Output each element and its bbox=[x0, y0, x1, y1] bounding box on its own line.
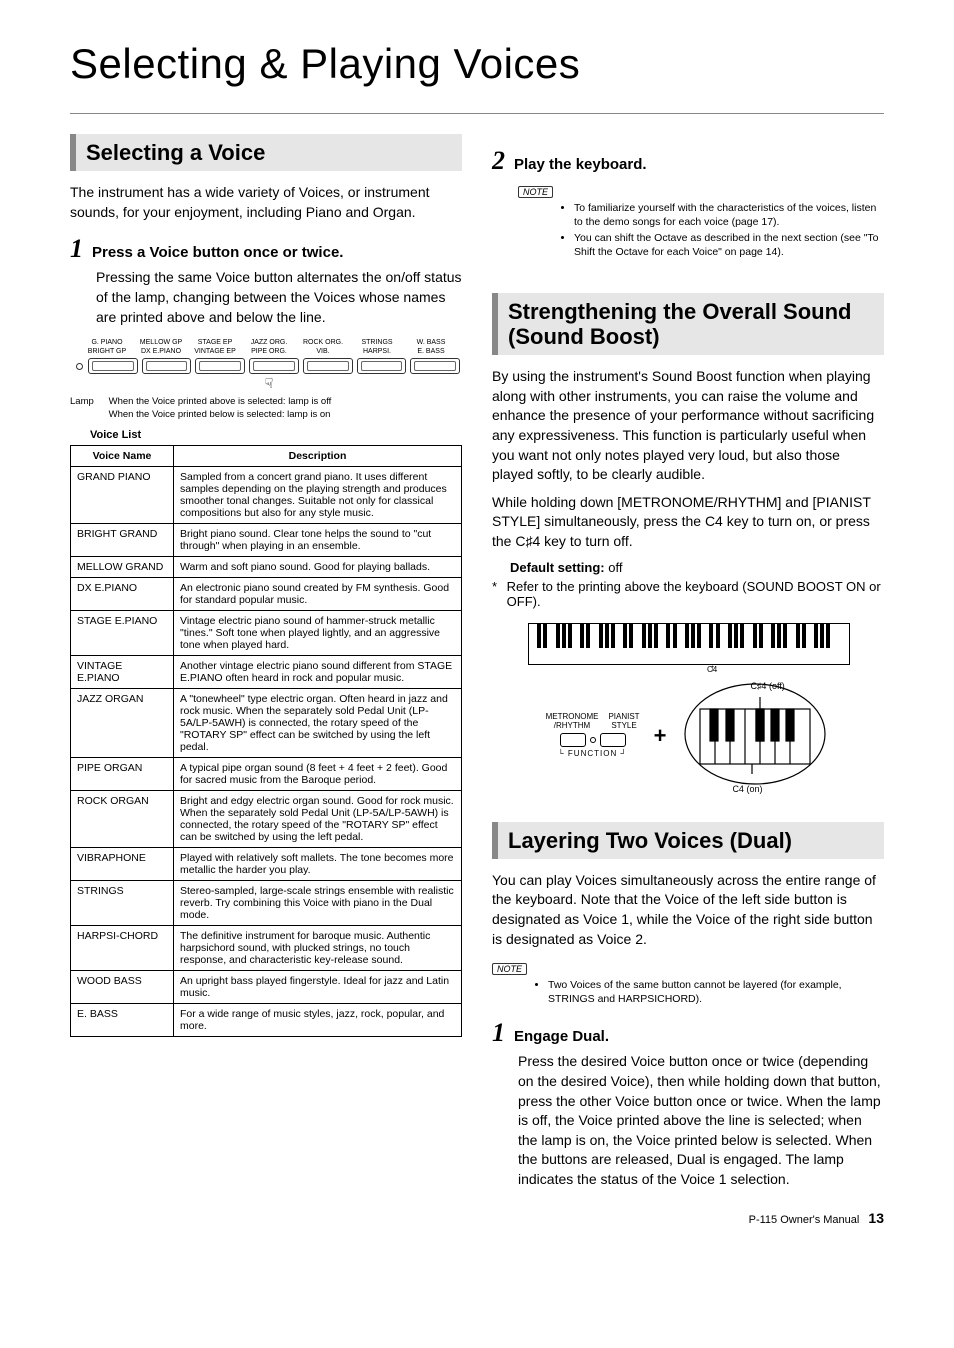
note-tag: NOTE bbox=[518, 186, 553, 198]
voice-name-cell: VIBRAPHONE bbox=[71, 847, 174, 880]
sb-body-1: By using the instrument's Sound Boost fu… bbox=[492, 367, 884, 485]
step-3-body: Press the desired Voice button once or t… bbox=[518, 1052, 884, 1189]
table-row: STAGE E.PIANOVintage electric piano soun… bbox=[71, 610, 462, 655]
voice-desc-cell: An upright bass played fingerstyle. Idea… bbox=[174, 970, 462, 1003]
table-row: MELLOW GRANDWarm and soft piano sound. G… bbox=[71, 556, 462, 577]
table-row: GRAND PIANOSampled from a concert grand … bbox=[71, 466, 462, 523]
voice-button bbox=[88, 358, 138, 374]
voice-button bbox=[410, 358, 460, 374]
th-description: Description bbox=[174, 445, 462, 466]
table-row: BRIGHT GRANDBright piano sound. Clear to… bbox=[71, 523, 462, 556]
voice-desc-cell: Bright piano sound. Clear tone helps the… bbox=[174, 523, 462, 556]
voice-name-cell: STAGE E.PIANO bbox=[71, 610, 174, 655]
voice-name-cell: STRINGS bbox=[71, 880, 174, 925]
table-row: E. BASSFor a wide range of music styles,… bbox=[71, 1003, 462, 1036]
table-row: VINTAGE E.PIANOAnother vintage electric … bbox=[71, 655, 462, 688]
table-row: JAZZ ORGANA "tonewheel" type electric or… bbox=[71, 688, 462, 757]
page-title: Selecting & Playing Voices bbox=[70, 40, 884, 88]
step-number-1: 1 bbox=[70, 234, 92, 264]
voice-name-cell: DX E.PIANO bbox=[71, 577, 174, 610]
table-row: HARPSI-CHORDThe definitive instrument fo… bbox=[71, 925, 462, 970]
note-tag: NOTE bbox=[492, 963, 527, 975]
metronome-button bbox=[560, 733, 586, 747]
keyboard-detail: C♯4 (off) C4 (on) bbox=[680, 679, 830, 794]
voice-name-cell: PIPE ORGAN bbox=[71, 757, 174, 790]
th-voice-name: Voice Name bbox=[71, 445, 174, 466]
voice-name-cell: VINTAGE E.PIANO bbox=[71, 655, 174, 688]
title-divider bbox=[70, 113, 884, 114]
voice-desc-cell: For a wide range of music styles, jazz, … bbox=[174, 1003, 462, 1036]
voice-buttons-row bbox=[76, 358, 462, 374]
dual-body: You can play Voices simultaneously acros… bbox=[492, 871, 884, 949]
right-column: 2 Play the keyboard. NOTE To familiarize… bbox=[492, 134, 884, 1190]
table-row: STRINGSStereo-sampled, large-scale strin… bbox=[71, 880, 462, 925]
lamp-caption: Lamp When the Voice printed above is sel… bbox=[70, 396, 462, 421]
section-dual: Layering Two Voices (Dual) bbox=[492, 822, 884, 859]
voice-name-cell: WOOD BASS bbox=[71, 970, 174, 1003]
intro-text: The instrument has a wide variety of Voi… bbox=[70, 183, 462, 222]
voice-button bbox=[357, 358, 407, 374]
sb-body-2: While holding down [METRONOME/RHYTHM] an… bbox=[492, 493, 884, 552]
step-number-2: 2 bbox=[492, 146, 514, 176]
panel-labels-top: G. PIANO MELLOW GP STAGE EP JAZZ ORG. RO… bbox=[80, 339, 458, 346]
voice-button bbox=[249, 358, 299, 374]
voice-desc-cell: Bright and edgy electric organ sound. Go… bbox=[174, 790, 462, 847]
page-footer: P-115 Owner's Manual 13 bbox=[70, 1210, 884, 1226]
hand-cursor-icon: ☟ bbox=[76, 375, 462, 392]
voice-desc-cell: Warm and soft piano sound. Good for play… bbox=[174, 556, 462, 577]
table-row: PIPE ORGANA typical pipe organ sound (8 … bbox=[71, 757, 462, 790]
step-number-dual-1: 1 bbox=[492, 1018, 514, 1048]
step-2-title: Play the keyboard. bbox=[514, 156, 647, 173]
voice-button bbox=[142, 358, 192, 374]
table-row: WOOD BASSAn upright bass played fingerst… bbox=[71, 970, 462, 1003]
keyboard-mini: C4 ↑ bbox=[528, 623, 848, 665]
asterisk-note: * Refer to the printing above the keyboa… bbox=[492, 579, 884, 609]
voice-list-title: Voice List bbox=[90, 429, 462, 441]
voice-desc-cell: Stereo-sampled, large-scale strings ense… bbox=[174, 880, 462, 925]
voice-name-cell: JAZZ ORGAN bbox=[71, 688, 174, 757]
voice-desc-cell: Played with relatively soft mallets. The… bbox=[174, 847, 462, 880]
voice-desc-cell: Sampled from a concert grand piano. It u… bbox=[174, 466, 462, 523]
voice-desc-cell: A typical pipe organ sound (8 feet + 4 f… bbox=[174, 757, 462, 790]
voice-name-cell: GRAND PIANO bbox=[71, 466, 174, 523]
voice-name-cell: MELLOW GRAND bbox=[71, 556, 174, 577]
function-block: METRONOME /RHYTHM PIANIST STYLE └ FUN bbox=[546, 713, 640, 759]
plus-icon: + bbox=[654, 723, 667, 749]
voice-desc-cell: Another vintage electric piano sound dif… bbox=[174, 655, 462, 688]
lamp-icon bbox=[76, 363, 83, 370]
step-1-title: Press a Voice button once or twice. bbox=[92, 244, 343, 261]
table-row: DX E.PIANOAn electronic piano sound crea… bbox=[71, 577, 462, 610]
section-selecting-voice: Selecting a Voice bbox=[70, 134, 462, 171]
voice-desc-cell: The definitive instrument for baroque mu… bbox=[174, 925, 462, 970]
voice-name-cell: BRIGHT GRAND bbox=[71, 523, 174, 556]
voice-button bbox=[195, 358, 245, 374]
voice-desc-cell: Vintage electric piano sound of hammer-s… bbox=[174, 610, 462, 655]
voice-name-cell: ROCK ORGAN bbox=[71, 790, 174, 847]
note-list-1: To familiarize yourself with the charact… bbox=[522, 202, 884, 260]
step-1-body: Pressing the same Voice button alternate… bbox=[96, 268, 462, 327]
voice-desc-cell: A "tonewheel" type electric organ. Often… bbox=[174, 688, 462, 757]
panel-labels-bottom: BRIGHT GP DX E.PIANO VINTAGE EP PIPE ORG… bbox=[80, 348, 458, 355]
pianist-style-button bbox=[600, 733, 626, 747]
table-row: ROCK ORGANBright and edgy electric organ… bbox=[71, 790, 462, 847]
voice-name-cell: E. BASS bbox=[71, 1003, 174, 1036]
table-row: VIBRAPHONEPlayed with relatively soft ma… bbox=[71, 847, 462, 880]
lamp-icon bbox=[590, 737, 596, 743]
voice-button bbox=[303, 358, 353, 374]
note-list-2: Two Voices of the same button cannot be … bbox=[496, 979, 884, 1006]
voice-table: Voice Name Description GRAND PIANOSample… bbox=[70, 445, 462, 1037]
section-sound-boost: Strengthening the Overall Sound (Sound B… bbox=[492, 293, 884, 356]
voice-name-cell: HARPSI-CHORD bbox=[71, 925, 174, 970]
voice-panel: G. PIANO MELLOW GP STAGE EP JAZZ ORG. RO… bbox=[76, 339, 462, 392]
keyboard-detail-diagram: METRONOME /RHYTHM PIANIST STYLE └ FUN bbox=[492, 679, 884, 794]
left-column: Selecting a Voice The instrument has a w… bbox=[70, 134, 462, 1190]
voice-desc-cell: An electronic piano sound created by FM … bbox=[174, 577, 462, 610]
step-3-title: Engage Dual. bbox=[514, 1028, 609, 1045]
default-setting: Default setting: off bbox=[510, 560, 884, 575]
